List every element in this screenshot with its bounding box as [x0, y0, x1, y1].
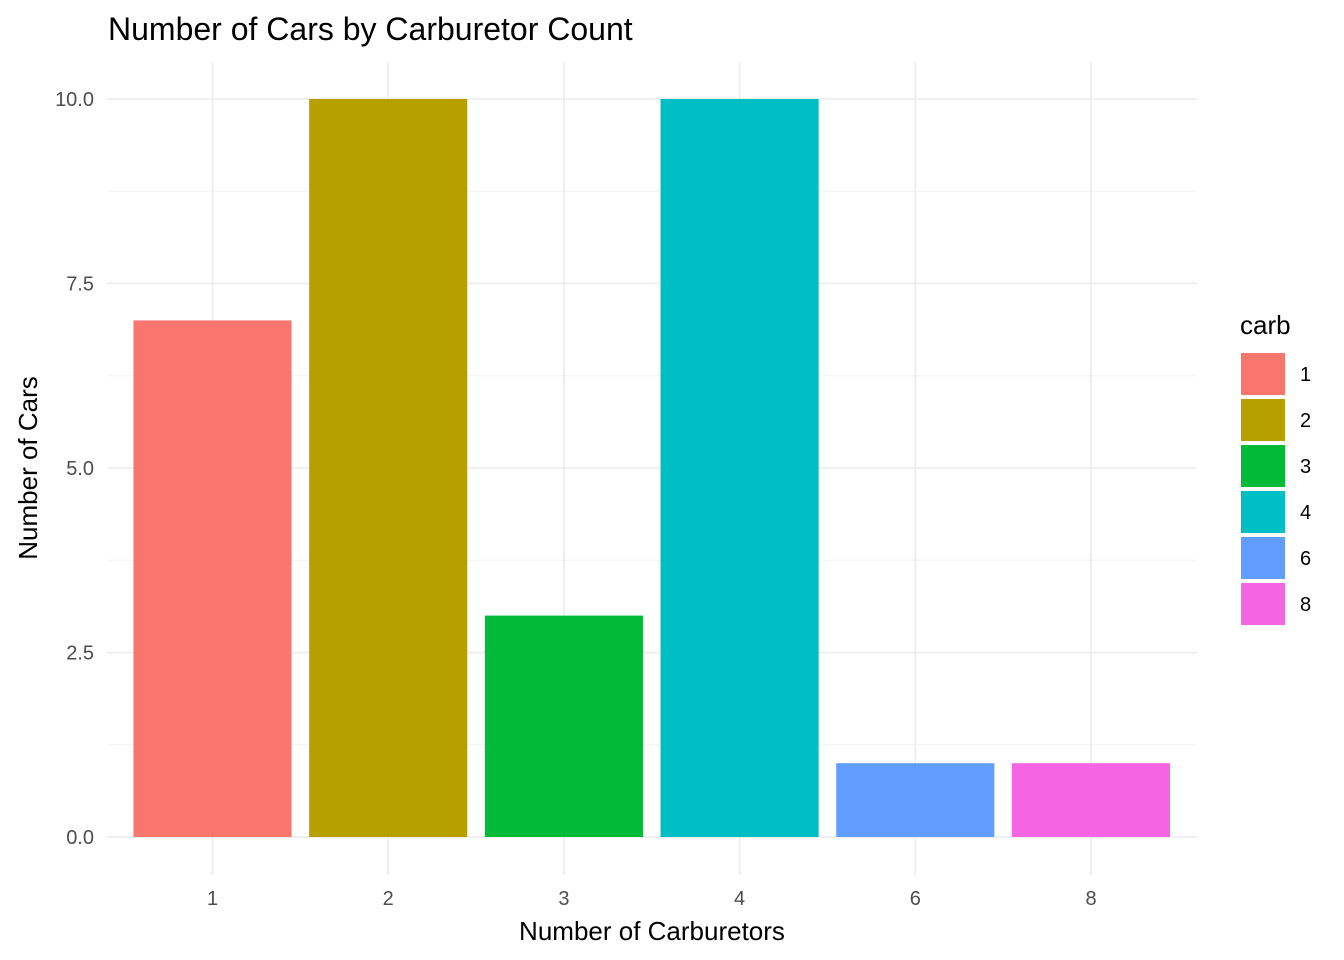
x-tick-label: 4 [734, 888, 745, 910]
bar-carb-6 [836, 763, 995, 837]
bar-carb-1 [133, 320, 292, 837]
x-axis-title: Number of Carburetors [519, 916, 785, 946]
x-tick-label: 2 [383, 888, 394, 910]
y-tick-label: 5.0 [66, 458, 94, 480]
legend-label-3: 3 [1300, 456, 1311, 478]
legend-label-2: 2 [1300, 410, 1311, 432]
legend-key-6 [1241, 537, 1285, 579]
y-tick-label: 10.0 [55, 89, 94, 111]
y-tick-label: 7.5 [66, 274, 94, 296]
y-tick-label: 2.5 [66, 643, 94, 665]
y-tick-label: 0.0 [66, 827, 94, 849]
legend: carb 1 2 3 4 6 8 [1240, 310, 1311, 625]
legend-key-4 [1241, 491, 1285, 533]
legend-key-3 [1241, 445, 1285, 487]
legend-label-8: 8 [1300, 594, 1311, 616]
legend-key-2 [1241, 399, 1285, 441]
x-tick-labels: 1 2 3 4 6 8 [207, 888, 1097, 910]
legend-label-6: 6 [1300, 548, 1311, 570]
y-tick-labels: 0.0 2.5 5.0 7.5 10.0 [55, 89, 94, 849]
chart-title: Number of Cars by Carburetor Count [108, 11, 633, 47]
legend-label-4: 4 [1300, 502, 1311, 524]
y-axis-title: Number of Cars [13, 376, 43, 560]
x-tick-label: 6 [910, 888, 921, 910]
x-tick-label: 3 [558, 888, 569, 910]
legend-label-1: 1 [1300, 364, 1311, 386]
bar-carb-4 [660, 99, 819, 837]
bar-carb-2 [309, 99, 468, 837]
x-tick-label: 8 [1085, 888, 1096, 910]
x-tick-label: 1 [207, 888, 218, 910]
legend-key-8 [1241, 583, 1285, 625]
legend-key-1 [1241, 353, 1285, 395]
legend-title: carb [1240, 310, 1291, 340]
bar-carb-3 [484, 615, 643, 837]
bar-carb-8 [1011, 763, 1171, 837]
bars [133, 99, 1171, 837]
